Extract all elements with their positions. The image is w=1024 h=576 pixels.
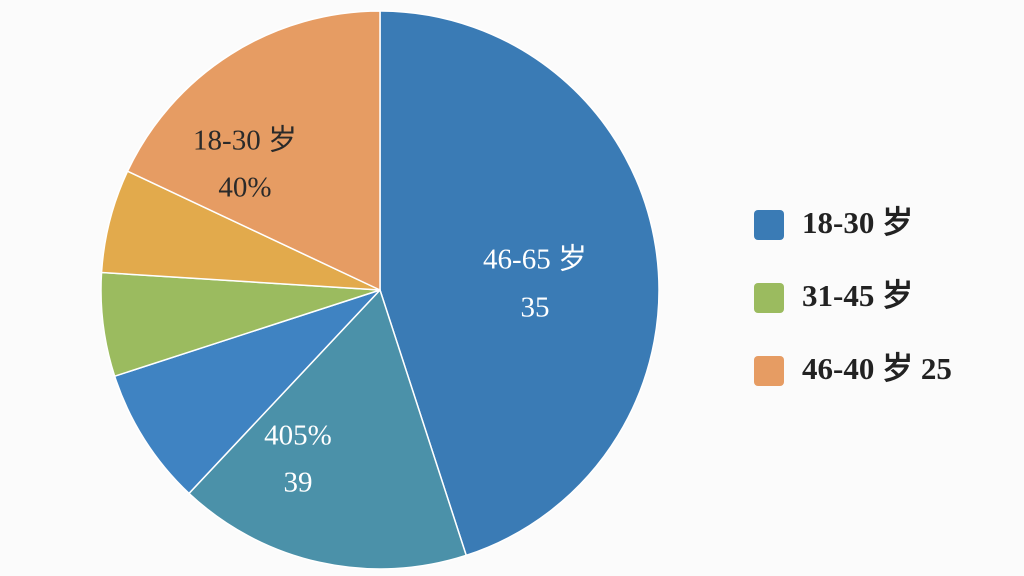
legend-label: 31-45 岁 — [802, 278, 913, 313]
slice-label: 40% — [218, 172, 271, 204]
slice-label: 405% — [264, 420, 332, 452]
slice-label: 46-65 岁 — [483, 243, 587, 276]
pie-slice — [187, 288, 468, 570]
pie-slice — [379, 10, 660, 557]
legend-label: 18-30 岁 — [802, 205, 913, 240]
slice-label: 35 — [521, 292, 550, 324]
legend-swatch — [754, 356, 784, 386]
legend-swatch — [754, 210, 784, 240]
legend-label: 46-40 岁 25 — [802, 351, 952, 386]
pie-slice — [113, 289, 381, 495]
pie-slice — [126, 10, 381, 292]
legend-swatch — [754, 283, 784, 313]
slice-label: 39 — [284, 467, 313, 499]
slice-label: 18-30 岁 — [193, 124, 297, 157]
